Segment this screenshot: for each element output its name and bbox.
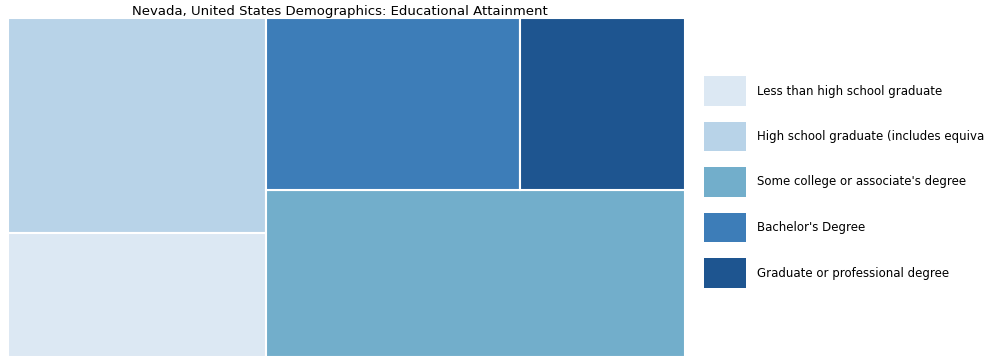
Text: Graduate or professional degree: Graduate or professional degree bbox=[757, 266, 950, 280]
Text: Less than high school graduate: Less than high school graduate bbox=[757, 84, 943, 98]
Text: Bachelor's Degree: Bachelor's Degree bbox=[757, 221, 866, 234]
Text: High school graduate (includes equivalency): High school graduate (includes equivalen… bbox=[757, 130, 985, 143]
Text: Some college or associate's degree: Some college or associate's degree bbox=[757, 175, 966, 189]
Text: Nevada, United States Demographics: Educational Attainment: Nevada, United States Demographics: Educ… bbox=[132, 5, 548, 19]
